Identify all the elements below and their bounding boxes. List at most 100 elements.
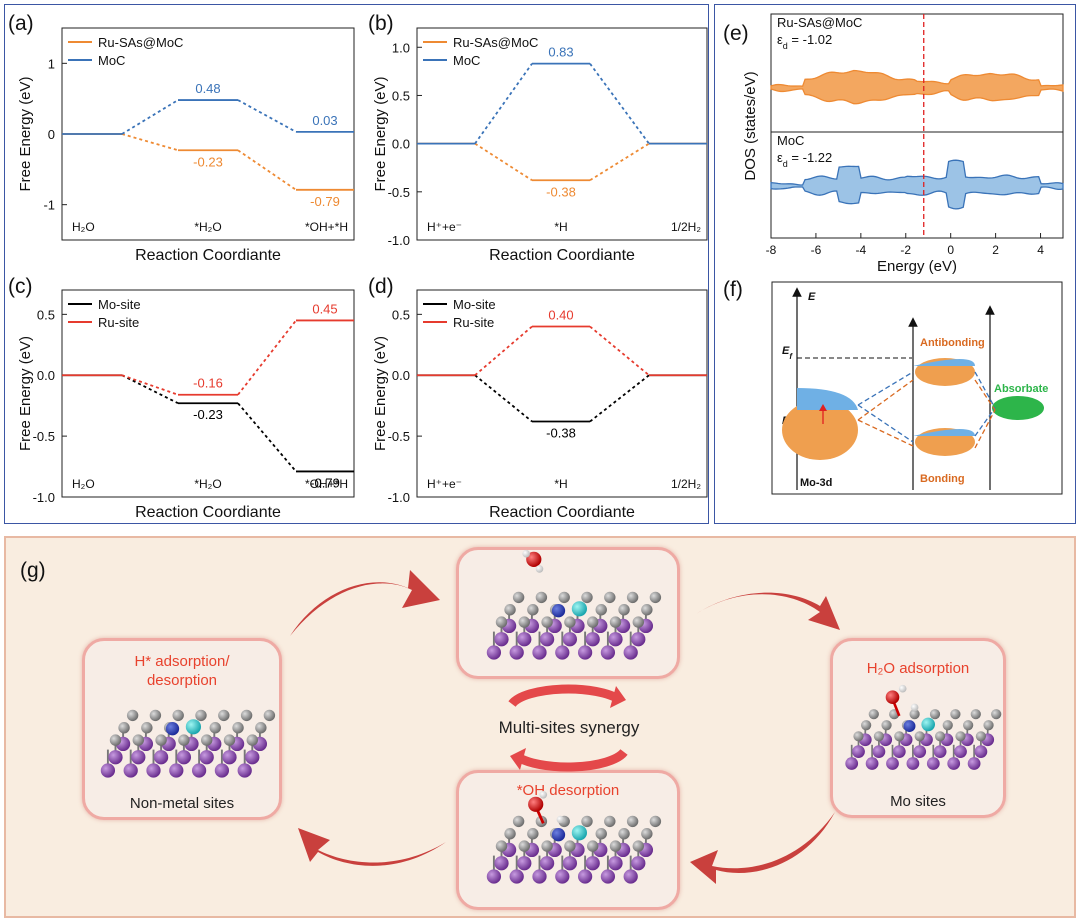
c-atom [541,840,553,852]
category-label-a: *OH+*H [305,220,348,234]
d-band-center-label: εd = -1.22 [777,150,832,169]
energy-connector-d [589,374,650,423]
h-atom [898,684,907,693]
o-atom [528,796,544,812]
energy-connector-b [474,142,533,182]
mo-atom [539,632,555,647]
plot-frame-c [61,289,355,498]
mo-center-atom [551,828,566,842]
y-axis-label-c: Free Energy (eV) [17,336,34,451]
mo-atom [608,856,623,871]
orbital-mixing-line [974,407,996,437]
c-atom [495,616,508,628]
arrow-top-to-right [696,592,840,630]
mo-atom [494,632,509,647]
mo-center-atom [165,722,180,736]
c-atom [641,828,653,840]
category-label-a: H₂O [72,220,95,234]
category-label-d: 1/2H₂ [671,477,701,491]
legend-entry-c: Ru-site [98,315,139,330]
mo-atom [892,745,906,758]
c-atom [587,840,599,852]
mo-atom [517,632,532,647]
mo-atom [954,745,967,758]
c-atom [881,720,892,731]
c-atom [149,709,162,722]
c-atom [223,734,236,746]
orbital-mixing-line [857,371,914,406]
c-atom [894,731,905,742]
c-atom [195,709,207,722]
bonding-label: Bonding [920,473,965,485]
ru-atom [571,601,587,617]
x-tick-label-e: -6 [811,243,822,257]
mo-atom [237,763,252,778]
c-atom [132,734,144,746]
energy-connector-d [474,374,533,423]
mo-atom [974,745,988,758]
c-atom [541,616,553,628]
diagram-f-frame [771,281,1063,495]
series-name-e: MoC [777,133,804,148]
energy-connector-c [121,374,179,405]
c-atom [504,828,516,840]
structure-top [486,549,662,660]
y-tick-label-c: 0.5 [37,307,55,322]
energy-connector-a [121,133,179,152]
c-atom [632,616,644,628]
data-label-a: -0.79 [310,194,340,209]
legend-entry-c: Mo-site [98,297,141,312]
c-atom [909,709,920,720]
y-tick-label-c: -1.0 [33,490,55,505]
y-tick-label-b: 0.0 [392,137,410,152]
c-atom [126,709,139,722]
y-tick-label-a: -1 [43,198,55,213]
mo-atom [562,856,578,871]
y-tick-label-a: 0 [48,127,55,142]
y-axis-label-d: Free Energy (eV) [372,336,389,451]
c-atom [201,734,213,746]
data-label-d: 0.40 [548,308,573,323]
mo-atom [509,869,524,884]
mo-atom [845,757,859,770]
mo-atom [146,763,161,778]
mo-atom [600,869,616,884]
energy-connector-a [121,99,179,135]
energy-connector-c [237,402,297,473]
cycle-arrow-bottom [513,749,628,772]
c-atom [209,722,221,734]
c-atom [109,734,122,746]
x-tick-label-e: 0 [947,243,954,257]
y-tick-label-c: -0.5 [33,429,55,444]
c-atom [535,591,548,604]
x-tick-label-e: -8 [766,243,777,257]
y-tick-label-b: 1.0 [392,40,410,55]
panel-label-b: (b) [368,12,394,35]
c-atom [504,604,516,616]
mo-atom [131,750,146,765]
c-atom [564,616,576,628]
panel-label-f: (f) [723,278,743,301]
energy-connector-d [589,325,650,376]
absorbate-level [992,396,1044,420]
c-atom [618,828,630,840]
y-axis-label-b: Free Energy (eV) [372,76,389,191]
legend-entry-a: MoC [98,53,125,68]
h-atom [535,565,544,573]
category-label-c: *OH+*H [305,477,348,491]
c-atom [975,731,986,742]
c-atom [246,734,258,746]
c-atom [512,591,525,604]
antibonding-label: Antibonding [920,337,985,349]
x-tick-label-e: 2 [992,243,999,257]
c-atom [518,616,530,628]
mo-atom [577,645,593,660]
c-atom [118,722,130,734]
d-band-center-label: εd = -1.02 [777,32,832,51]
c-atom [983,720,994,731]
c-atom [240,709,253,722]
c-atom [512,815,525,828]
h-atom [556,815,565,824]
mo3d-blue-band [797,388,858,410]
mo-atom [509,645,524,660]
